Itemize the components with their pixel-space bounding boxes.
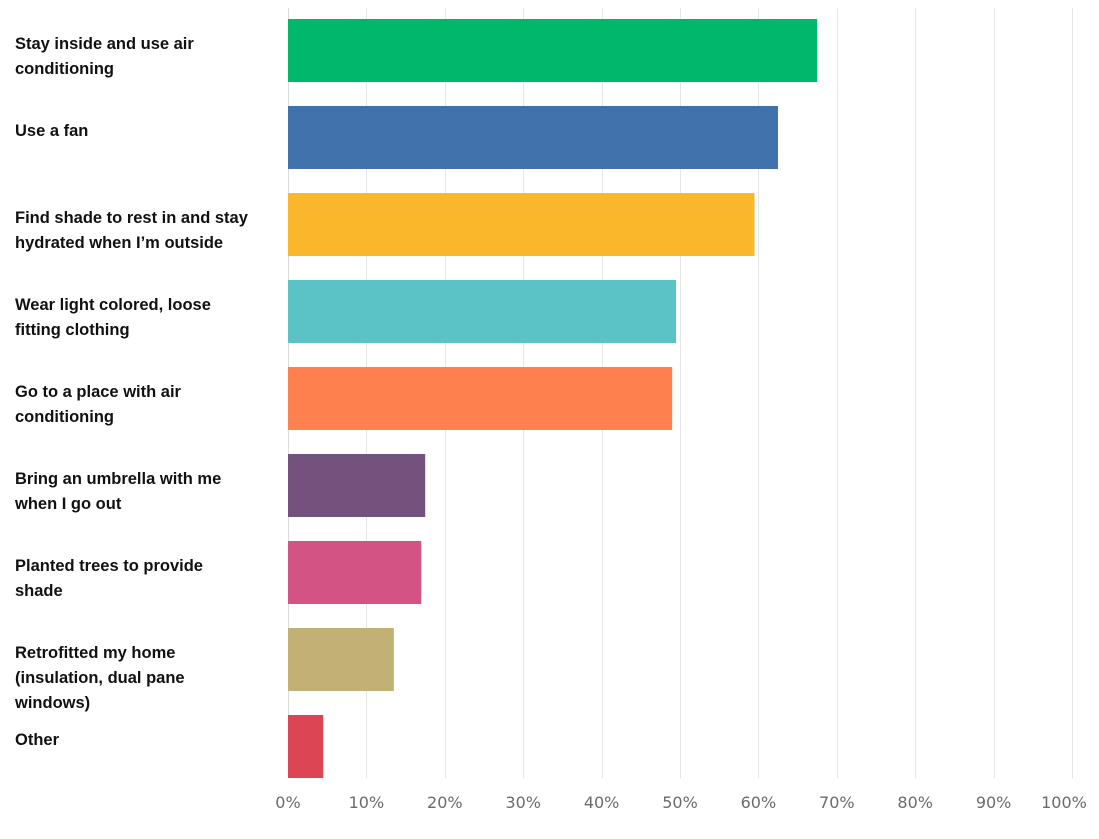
tick-label: 90% xyxy=(976,793,1012,812)
tick-label: 0% xyxy=(275,793,300,812)
tick-label: 30% xyxy=(505,793,541,812)
bar xyxy=(288,715,324,778)
category-label: Find shade to rest in and stay hydrated w… xyxy=(15,209,249,252)
tick-label: 50% xyxy=(662,793,698,812)
bar xyxy=(288,454,426,517)
bar xyxy=(288,106,778,169)
category-label: Other xyxy=(15,731,60,749)
category-label: Use a fan xyxy=(15,122,88,140)
tick-label: 80% xyxy=(897,793,933,812)
category-label: Wear light colored, loose fitting clothin… xyxy=(15,296,211,339)
category-labels: Stay inside and use air conditioning Use a… xyxy=(14,35,249,749)
category-label: Go to a place with air conditioning xyxy=(15,383,182,426)
tick-label: 40% xyxy=(584,793,620,812)
bar xyxy=(288,280,677,343)
tick-label: 20% xyxy=(427,793,463,812)
category-label: Retrofitted my home (insulation, dual pan… xyxy=(14,644,185,712)
tick-label: 60% xyxy=(741,793,777,812)
bar xyxy=(288,367,673,430)
bar xyxy=(288,19,818,82)
category-label: Stay inside and use air conditioning xyxy=(15,35,194,78)
tick-label: 70% xyxy=(819,793,855,812)
category-label: Planted trees to provide shade xyxy=(15,557,203,600)
bars xyxy=(288,19,818,778)
bar xyxy=(288,193,755,256)
bar xyxy=(288,541,422,604)
category-label: Bring an umbrella with me when I go out xyxy=(14,470,221,513)
tick-label: 100% xyxy=(1041,793,1087,812)
x-axis-tick-labels: 0% 10% 20% 30% 40% 50% 60% 70% 80% 90% 100% xyxy=(275,793,1087,812)
bar xyxy=(288,628,394,691)
tick-label: 10% xyxy=(349,793,385,812)
